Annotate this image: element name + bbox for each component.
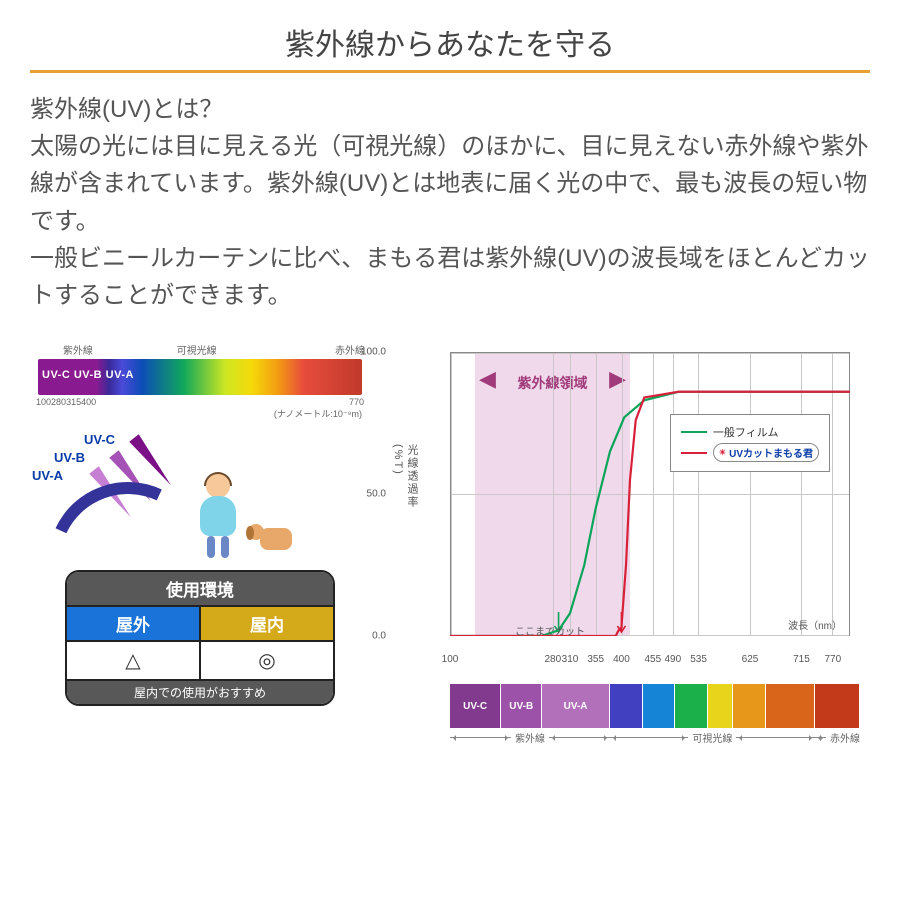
spectrum-label-visible: 可視光線: [121, 342, 273, 357]
cut-label: ここまでカット: [515, 623, 585, 638]
legend-line-icon: [681, 452, 707, 454]
sun-icon: ☀: [719, 448, 726, 457]
spectrum-band-text: UV-C UV-B UV-A: [42, 369, 134, 381]
legend-line-icon: [681, 431, 707, 433]
chart-xlabel: 波長（nm）: [788, 617, 842, 632]
uv-illustration: UV-C UV-B UV-A: [30, 432, 370, 562]
right-column: 光線透過率 (%T) ◀ 紫外線領域 ▶ ここまでカット 波長（nm） 1002…: [390, 342, 870, 745]
title-underline: [30, 70, 870, 73]
env-indoor-header: 屋内: [199, 605, 333, 640]
transmittance-chart: 光線透過率 (%T) ◀ 紫外線領域 ▶ ここまでカット 波長（nm） 1002…: [390, 342, 860, 682]
bandbar-region-labels: 紫外線 可視光線 赤外線: [450, 730, 860, 745]
dog-icon: [260, 528, 292, 550]
chart-lines: [450, 352, 850, 636]
spectrum-unit: (ナノメートル:10⁻⁹m): [30, 407, 370, 420]
spectrum-ticks: 100 280 315 400 770: [30, 397, 370, 407]
spectrum-top-labels: 紫外線 可視光線 赤外線: [30, 342, 370, 357]
ray-label-b: UV-B: [54, 450, 85, 465]
chart-ylabel: 光線透過率 (%T): [392, 444, 420, 509]
spectrum-label-uv: 紫外線: [35, 342, 121, 357]
legend-mamoru: ☀ UVカットまもる君: [681, 443, 819, 462]
body-text: 紫外線(UV)とは？ 太陽の光には目に見える光（可視光線）のほかに、目に見えない…: [30, 91, 870, 314]
spectrum-bar: UV-C UV-B UV-A: [38, 359, 362, 395]
env-table-note: 屋内での使用がおすすめ: [67, 679, 333, 704]
legend-general: 一般フィルム: [681, 424, 819, 440]
env-outdoor-symbol: △: [67, 640, 199, 679]
child-icon: [200, 472, 236, 558]
env-indoor-symbol: ◎: [199, 640, 333, 679]
spectrum-label-ir: 赤外線: [273, 342, 365, 357]
chart-legend: 一般フィルム ☀ UVカットまもる君: [670, 414, 830, 472]
ray-label-a: UV-A: [32, 468, 63, 483]
page-title: 紫外線からあなたを守る: [30, 20, 870, 64]
content-row: 紫外線 可視光線 赤外線 UV-C UV-B UV-A 100 280 315 …: [30, 342, 870, 745]
legend-mamoru-pill: ☀ UVカットまもる君: [713, 443, 819, 462]
wavelength-bandbar: UV-CUV-BUV-A: [450, 684, 860, 728]
ray-label-c: UV-C: [84, 432, 115, 447]
left-column: 紫外線 可視光線 赤外線 UV-C UV-B UV-A 100 280 315 …: [30, 342, 370, 745]
